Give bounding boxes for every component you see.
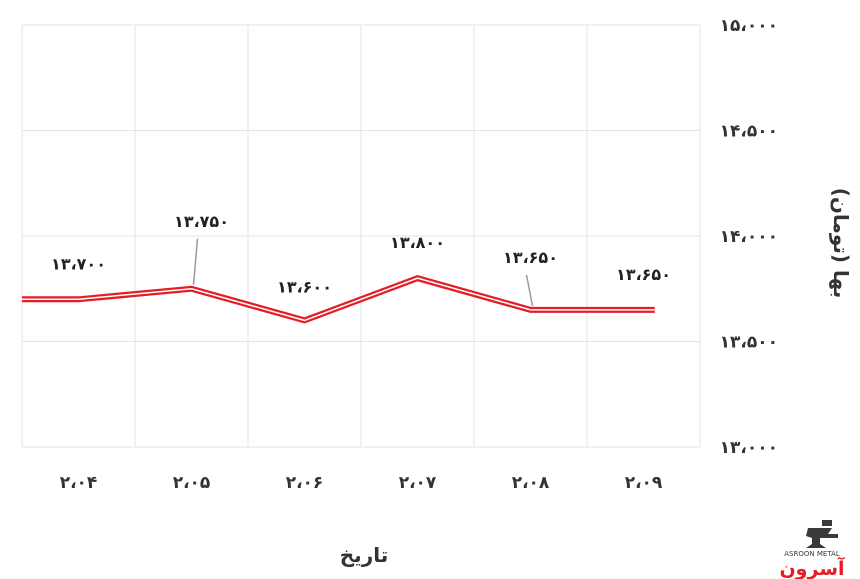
- data-label: ۱۳،۸۰۰: [390, 233, 445, 252]
- x-axis-ticks: ۲،۰۴ ۲،۰۵ ۲،۰۶ ۲،۰۷ ۲،۰۸ ۲،۰۹: [60, 473, 663, 493]
- y-tick-label: ۱۳،۵۰۰: [720, 333, 778, 353]
- anvil-icon: [806, 520, 838, 548]
- data-label-leader: [525, 274, 534, 306]
- x-tick-label: ۲،۰۶: [286, 473, 324, 493]
- y-tick-label: ۱۴،۵۰۰: [720, 122, 778, 142]
- x-tick-label: ۲،۰۷: [399, 473, 437, 493]
- series-line-inner: [22, 277, 655, 322]
- x-tick-label: ۲،۰۴: [60, 473, 98, 493]
- grid: [21, 24, 701, 448]
- y-tick-label: ۱۳،۰۰۰: [720, 438, 778, 458]
- x-tick-label: ۲،۰۸: [512, 473, 550, 493]
- logo-text: آسرون: [779, 556, 845, 579]
- data-label: ۱۳،۷۰۰: [51, 254, 106, 273]
- series-line: [22, 275, 655, 324]
- y-tick-label: ۱۵،۰۰۰: [720, 16, 778, 36]
- series-line-outer: [22, 275, 655, 324]
- data-label: ۱۳،۷۵۰: [174, 212, 229, 231]
- data-label-leader: [192, 238, 199, 285]
- x-tick-label: ۲،۰۹: [625, 473, 663, 493]
- y-tick-label: ۱۴،۰۰۰: [720, 227, 778, 247]
- y-axis-ticks: ۱۳،۰۰۰ ۱۳،۵۰۰ ۱۴،۰۰۰ ۱۴،۵۰۰ ۱۵،۰۰۰: [720, 16, 778, 458]
- data-label: ۱۳،۶۵۰: [616, 265, 671, 284]
- data-labels: ۱۳،۷۰۰ ۱۳،۷۵۰ ۱۳،۶۰۰ ۱۳،۸۰۰ ۱۳،۶۵۰ ۱۳،۶۵۰: [51, 212, 671, 306]
- logo-subtext: ASROON METAL: [784, 550, 840, 558]
- y-axis-title: بها (تومان): [829, 188, 853, 298]
- asroon-logo: ASROON METAL آسرون: [779, 520, 845, 579]
- data-label: ۱۳،۶۰۰: [277, 277, 332, 296]
- x-tick-label: ۲،۰۵: [173, 473, 211, 493]
- x-axis-title: تاریخ: [340, 543, 388, 567]
- data-label: ۱۳،۶۵۰: [503, 248, 558, 267]
